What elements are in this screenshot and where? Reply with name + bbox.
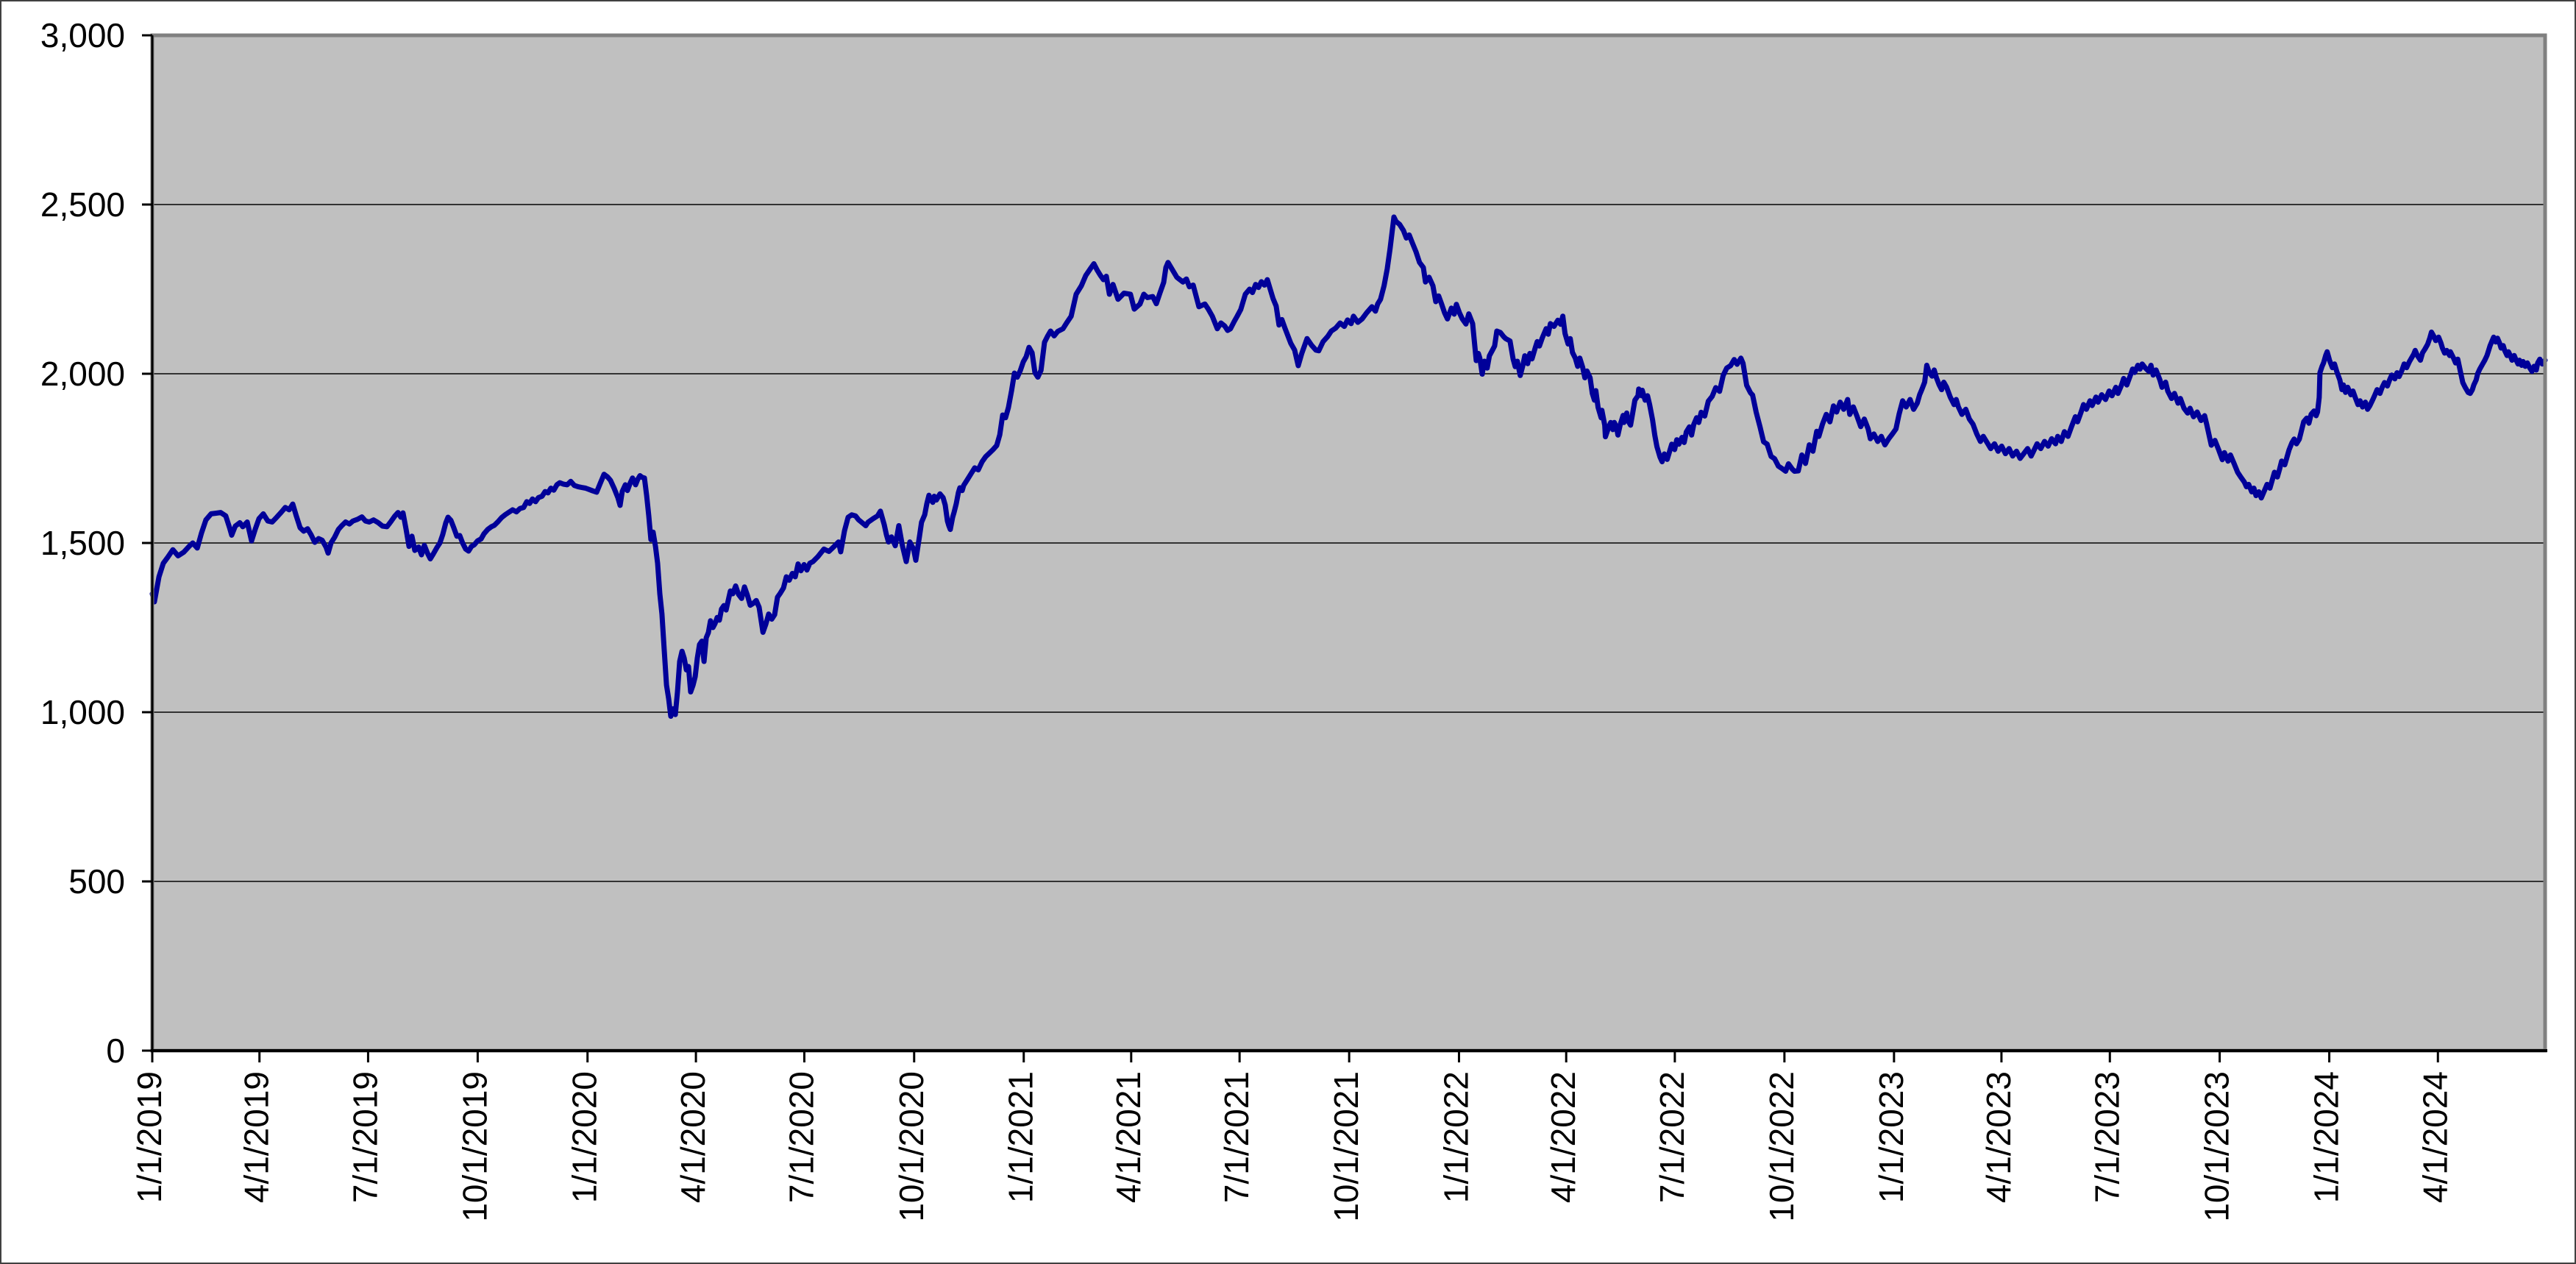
- y-axis-ticks: [142, 34, 152, 1052]
- x-tick-label: 1/1/2022: [1437, 1071, 1475, 1203]
- x-tick-label: 7/1/2022: [1653, 1071, 1691, 1203]
- y-tick-label: 3,000: [40, 16, 125, 54]
- x-tick-label: 1/1/2023: [1872, 1071, 1910, 1203]
- x-tick-label: 4/1/2021: [1109, 1071, 1148, 1203]
- x-axis-ticks: [151, 1051, 2439, 1062]
- x-tick-label: 10/1/2023: [2198, 1071, 2236, 1222]
- y-tick-label: 500: [68, 862, 125, 901]
- x-tick-label: 1/1/2019: [130, 1071, 168, 1203]
- series-line: [149, 214, 2548, 719]
- y-axis-labels: 0 500 1,000 1,500 2,000 2,500 3,000: [40, 16, 125, 1070]
- x-tick-label: 10/1/2020: [892, 1071, 931, 1222]
- x-tick-label: 7/1/2023: [2088, 1071, 2126, 1203]
- y-tick-label: 2,500: [40, 185, 125, 224]
- x-tick-label: 7/1/2020: [782, 1071, 820, 1203]
- x-tick-label: 4/1/2022: [1544, 1071, 1582, 1203]
- price-line: [149, 214, 2548, 719]
- y-tick-label: 0: [106, 1032, 125, 1070]
- x-axis-labels: 1/1/2019 4/1/2019 7/1/2019 10/1/2019 1/1/202…: [130, 1071, 2454, 1222]
- x-tick-label: 1/1/2024: [2308, 1071, 2346, 1203]
- x-tick-label: 7/1/2019: [346, 1071, 384, 1203]
- y-tick-label: 2,000: [40, 355, 125, 393]
- x-tick-label: 10/1/2021: [1327, 1071, 1365, 1222]
- x-tick-label: 1/1/2021: [1002, 1071, 1040, 1203]
- y-tick-label: 1,500: [40, 524, 125, 562]
- y-tick-label: 1,000: [40, 693, 125, 731]
- gridlines: [152, 204, 2545, 882]
- x-tick-label: 1/1/2020: [566, 1071, 604, 1203]
- x-tick-label: 10/1/2019: [455, 1071, 494, 1222]
- x-tick-label: 4/1/2020: [674, 1071, 712, 1203]
- x-tick-label: 4/1/2019: [238, 1071, 276, 1203]
- x-tick-label: 4/1/2024: [2416, 1071, 2454, 1203]
- x-tick-label: 10/1/2022: [1762, 1071, 1801, 1222]
- x-tick-label: 7/1/2021: [1217, 1071, 1256, 1203]
- x-tick-label: 4/1/2023: [1979, 1071, 2018, 1203]
